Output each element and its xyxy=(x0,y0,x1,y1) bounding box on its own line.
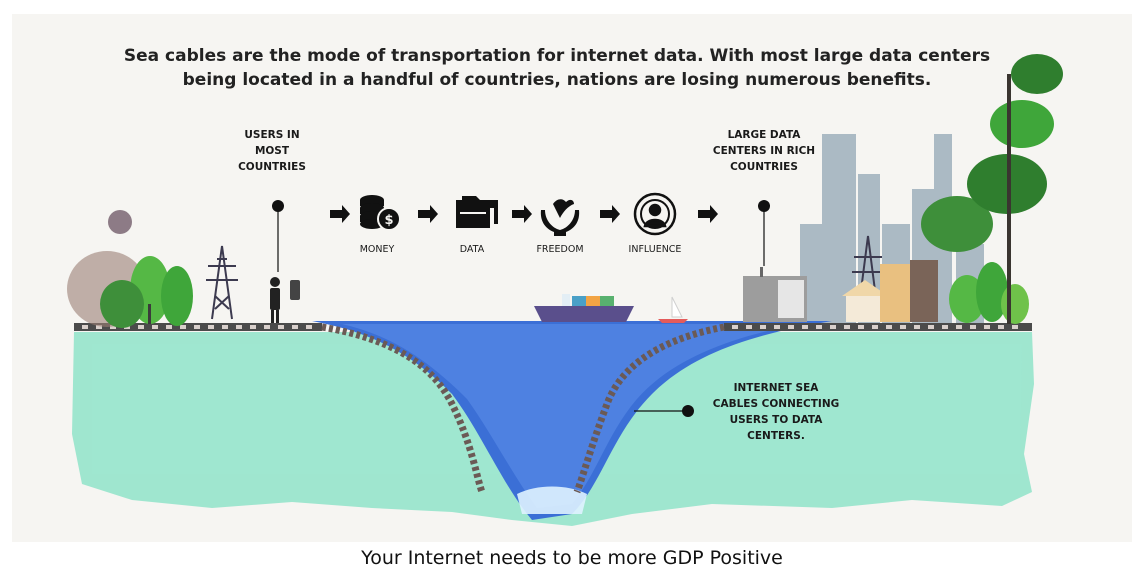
sea-cable-label-line: CABLES CONNECTING xyxy=(712,398,840,410)
left-trees xyxy=(67,210,193,328)
coins-dollar-icon: $ xyxy=(360,195,401,231)
user-pin xyxy=(272,200,284,272)
right-trees xyxy=(921,54,1063,324)
infographic-canvas: $ Sea cables are the mode of transportat… xyxy=(12,14,1132,542)
headline: Sea cables are the mode of transportatio… xyxy=(12,44,1102,92)
datacenters-label-line: COUNTRIES xyxy=(730,161,798,173)
town-houses xyxy=(842,260,938,322)
broadcast-person-icon xyxy=(633,192,677,236)
flow-arrows xyxy=(330,205,718,223)
sea-cable-label-line: USERS TO DATA xyxy=(729,414,823,426)
user-person-figure xyxy=(270,277,300,323)
folders-icon xyxy=(456,196,498,228)
data-center-building xyxy=(743,267,807,322)
hands-dove-icon xyxy=(540,199,580,236)
arrow-icon xyxy=(698,205,718,223)
datacenters-label-line: CENTERS IN RICH xyxy=(712,145,816,157)
flow-label-money: MONEY xyxy=(359,244,395,255)
cable-pin xyxy=(634,405,694,417)
users-label: USERS IN MOST COUNTRIES xyxy=(217,127,327,175)
users-label-line: USERS IN xyxy=(244,129,300,141)
flow-label-influence: INFLUENCE xyxy=(628,244,682,255)
cargo-ship xyxy=(534,294,634,322)
flow-label-freedom: FREEDOM xyxy=(536,244,584,255)
sea-cable-label: INTERNET SEA CABLES CONNECTING USERS TO … xyxy=(706,380,846,444)
sea-cable-right xyxy=(573,323,725,494)
sea-cable-label-line: INTERNET SEA xyxy=(733,382,819,394)
datacenters-label-line: LARGE DATA xyxy=(727,129,801,141)
arrow-icon xyxy=(600,205,620,223)
sailboat xyxy=(658,296,688,323)
arrow-icon xyxy=(418,205,438,223)
footer-caption: Your Internet needs to be more GDP Posit… xyxy=(361,547,783,569)
left-power-pylon xyxy=(206,245,238,320)
headline-line-2: being located in a handful of countries,… xyxy=(182,70,932,90)
sea-cable-label-line: CENTERS. xyxy=(747,430,805,442)
users-label-line: COUNTRIES xyxy=(238,161,306,173)
users-label-line: MOST xyxy=(254,145,290,157)
flow-label-data: DATA xyxy=(459,244,485,255)
headline-line-1: Sea cables are the mode of transportatio… xyxy=(123,46,991,66)
datacenter-pin xyxy=(758,200,770,266)
sea-cable-left xyxy=(321,323,486,494)
arrow-icon xyxy=(330,205,350,223)
svg-text:$: $ xyxy=(384,213,393,228)
scene-illustration: $ xyxy=(67,54,1063,526)
arrow-icon xyxy=(512,205,532,223)
datacenters-label: LARGE DATA CENTERS IN RICH COUNTRIES xyxy=(704,127,824,175)
